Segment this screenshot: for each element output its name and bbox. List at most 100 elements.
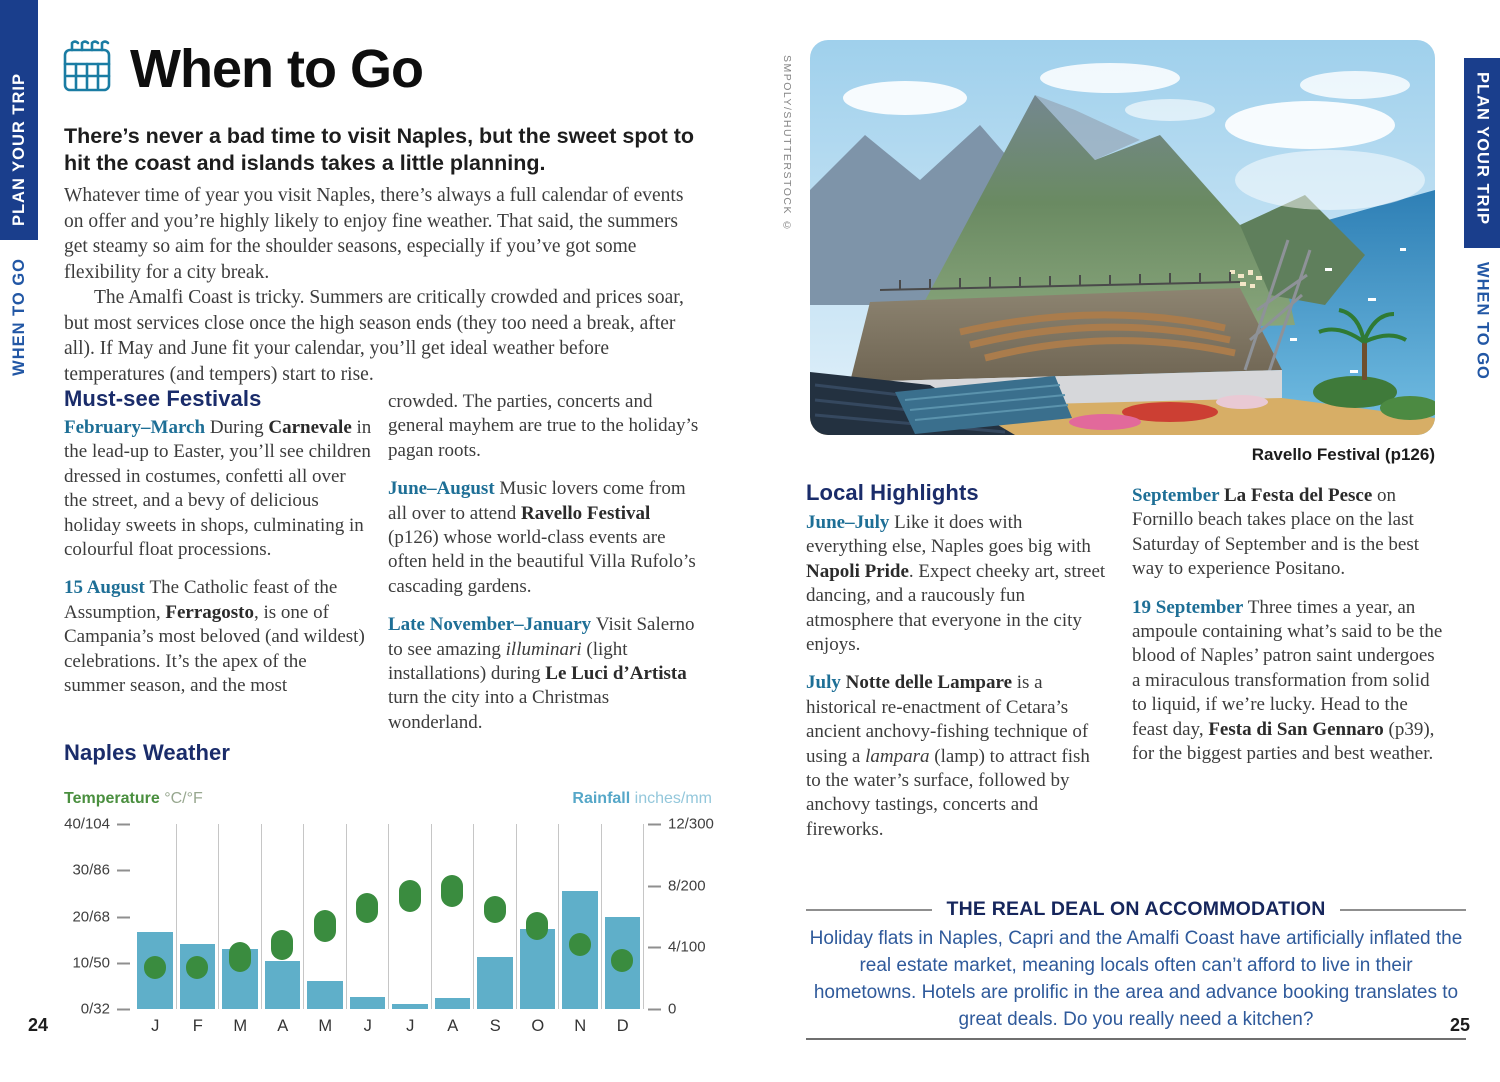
entry-text: Three times a year, an ampoule containin… bbox=[1132, 596, 1443, 740]
month-label: J bbox=[151, 1017, 160, 1035]
rainfall-label: Rainfall bbox=[572, 790, 631, 807]
month-column bbox=[474, 824, 517, 1009]
month-label: A bbox=[447, 1017, 459, 1035]
axis-tick-label: 10/50 bbox=[72, 954, 110, 972]
real-deal-body: Holiday flats in Naples, Capri and the A… bbox=[809, 928, 1463, 1030]
entry-text: La Festa del Pesce bbox=[1224, 485, 1373, 506]
temperature-axis-ticks: 40/104 30/86 20/68 10/50 0/32 bbox=[64, 816, 134, 1018]
entry-text: Notte delle Lampare bbox=[845, 672, 1012, 694]
rainfall-bar bbox=[519, 928, 555, 1009]
axis-tick: 10/50 bbox=[72, 954, 130, 971]
ravello-photo bbox=[810, 40, 1435, 435]
entry-date-label: June–July bbox=[806, 512, 895, 533]
entry-text: illuminari bbox=[505, 638, 582, 660]
axis-tick-label: 8/200 bbox=[668, 877, 706, 895]
entry-text: Carnevale bbox=[268, 417, 352, 438]
month-column bbox=[219, 824, 262, 1009]
axis-tick: 0/32 bbox=[81, 1001, 130, 1018]
tick-mark bbox=[117, 916, 130, 919]
rainfall-bar bbox=[477, 957, 513, 1009]
month-label: D bbox=[616, 1017, 629, 1035]
axis-tick-label: 0 bbox=[668, 1000, 677, 1018]
when-to-go-vertical-right: WHEN TO GO bbox=[1473, 262, 1492, 380]
axis-tick-label: 30/86 bbox=[72, 861, 110, 879]
entry-text: Festa di San Gennaro bbox=[1208, 718, 1384, 740]
rainfall-axis-label: Rainfall inches/mm bbox=[64, 790, 712, 808]
entry-text: in the lead-up to Easter, you’ll see chi… bbox=[64, 417, 372, 561]
tick-mark bbox=[648, 946, 661, 949]
entry-text: Visit Salerno to see amazing bbox=[388, 614, 695, 660]
month-column bbox=[347, 824, 389, 1009]
temperature-label: Temperature bbox=[64, 790, 160, 807]
month-label: S bbox=[489, 1017, 501, 1035]
month-column bbox=[177, 824, 219, 1009]
entry-text: lampara bbox=[865, 745, 930, 767]
festival-entry: crowded. The parties, concerts and gener… bbox=[388, 390, 702, 463]
entry-text: , is one of Campania’s most beloved (and… bbox=[64, 601, 365, 697]
temperature-unit: °C/°F bbox=[164, 790, 203, 807]
month-label: J bbox=[363, 1017, 372, 1035]
axis-tick: 12/300 bbox=[648, 816, 714, 833]
temperature-range-marker bbox=[271, 930, 294, 961]
right-spine-band: PLAN YOUR TRIP bbox=[1464, 58, 1500, 248]
tick-mark bbox=[117, 1008, 130, 1011]
left-chapter-textwrap: WHEN TO GO bbox=[0, 258, 38, 458]
entry-text: (p39), for the biggest parties and best … bbox=[1132, 718, 1435, 765]
calendar-icon bbox=[63, 40, 111, 92]
tick-mark bbox=[648, 823, 661, 826]
page-title: When to Go bbox=[130, 39, 424, 99]
temperature-range-marker bbox=[611, 948, 634, 972]
highlight-entry: 19 September Three times a year, an ampo… bbox=[1132, 596, 1444, 767]
page-number-right: 25 bbox=[1450, 1015, 1471, 1035]
month-label: O bbox=[531, 1017, 545, 1035]
month-label: F bbox=[192, 1017, 203, 1035]
entry-date-label: 19 September bbox=[1132, 596, 1248, 618]
rainfall-unit: inches/mm bbox=[634, 790, 712, 807]
temperature-range-marker bbox=[398, 879, 421, 912]
temperature-range-marker bbox=[356, 893, 379, 924]
axis-tick-label: 40/104 bbox=[64, 815, 110, 833]
ravello-photo-illustration bbox=[810, 40, 1435, 435]
rainfall-bar bbox=[349, 997, 385, 1009]
temperature-range-marker bbox=[568, 932, 591, 956]
axis-tick-label: 12/300 bbox=[668, 815, 714, 833]
rainfall-bar bbox=[264, 960, 300, 1009]
month-column bbox=[559, 824, 602, 1009]
festival-entry: 15 August The Catholic feast of the Assu… bbox=[64, 576, 372, 698]
entry-text: (p126) whose world-class events are ofte… bbox=[388, 527, 696, 597]
axis-tick: 40/104 bbox=[64, 816, 130, 833]
entry-text: crowded. The parties, concerts and gener… bbox=[388, 391, 699, 461]
temperature-range-marker bbox=[313, 909, 336, 942]
axis-tick: 0 bbox=[648, 1001, 676, 1018]
temperature-range-marker bbox=[483, 895, 506, 924]
month-label: A bbox=[277, 1017, 289, 1035]
axis-tick: 30/86 bbox=[72, 862, 130, 879]
rainfall-bar bbox=[392, 1004, 428, 1009]
photo-caption: Ravello Festival (p126) bbox=[1251, 445, 1435, 464]
temperature-range-marker bbox=[441, 874, 464, 908]
plan-your-trip-vertical-left: PLAN YOUR TRIP bbox=[9, 72, 28, 226]
photo-credit: SMPOLY/SHUTTERSTOCK © bbox=[781, 55, 793, 255]
entry-text: Le Luci d’Artista bbox=[545, 663, 687, 685]
festival-entry: June–August Music lovers come from all o… bbox=[388, 477, 702, 599]
entry-date-label: July bbox=[806, 672, 846, 694]
entry-text: . Expect cheeky art, street dancing, and… bbox=[806, 560, 1106, 656]
month-column bbox=[389, 824, 432, 1009]
month-column bbox=[517, 824, 559, 1009]
tick-mark bbox=[648, 885, 661, 888]
rainfall-bar bbox=[434, 997, 470, 1009]
entry-text: is a historical re-enactment of Cetara’s… bbox=[806, 672, 1089, 767]
entry-text: turn the city into a Christmas wonderlan… bbox=[388, 687, 610, 733]
highlight-entry: July Notte delle Lampare is a historical… bbox=[806, 671, 1108, 842]
entry-text: Ravello Festival bbox=[520, 502, 651, 524]
left-spine-band: PLAN YOUR TRIP bbox=[0, 0, 38, 240]
month-label: M bbox=[318, 1017, 333, 1035]
festival-entry: February–March During Carnevale in the l… bbox=[64, 416, 372, 562]
intro-paragraph-2: The Amalfi Coast is tricky. Summers are … bbox=[64, 287, 684, 385]
entry-date-label: February–March bbox=[64, 417, 210, 438]
entry-text: (light installations) during bbox=[388, 638, 628, 685]
tick-mark bbox=[117, 962, 130, 965]
axis-tick: 20/68 bbox=[72, 908, 130, 925]
